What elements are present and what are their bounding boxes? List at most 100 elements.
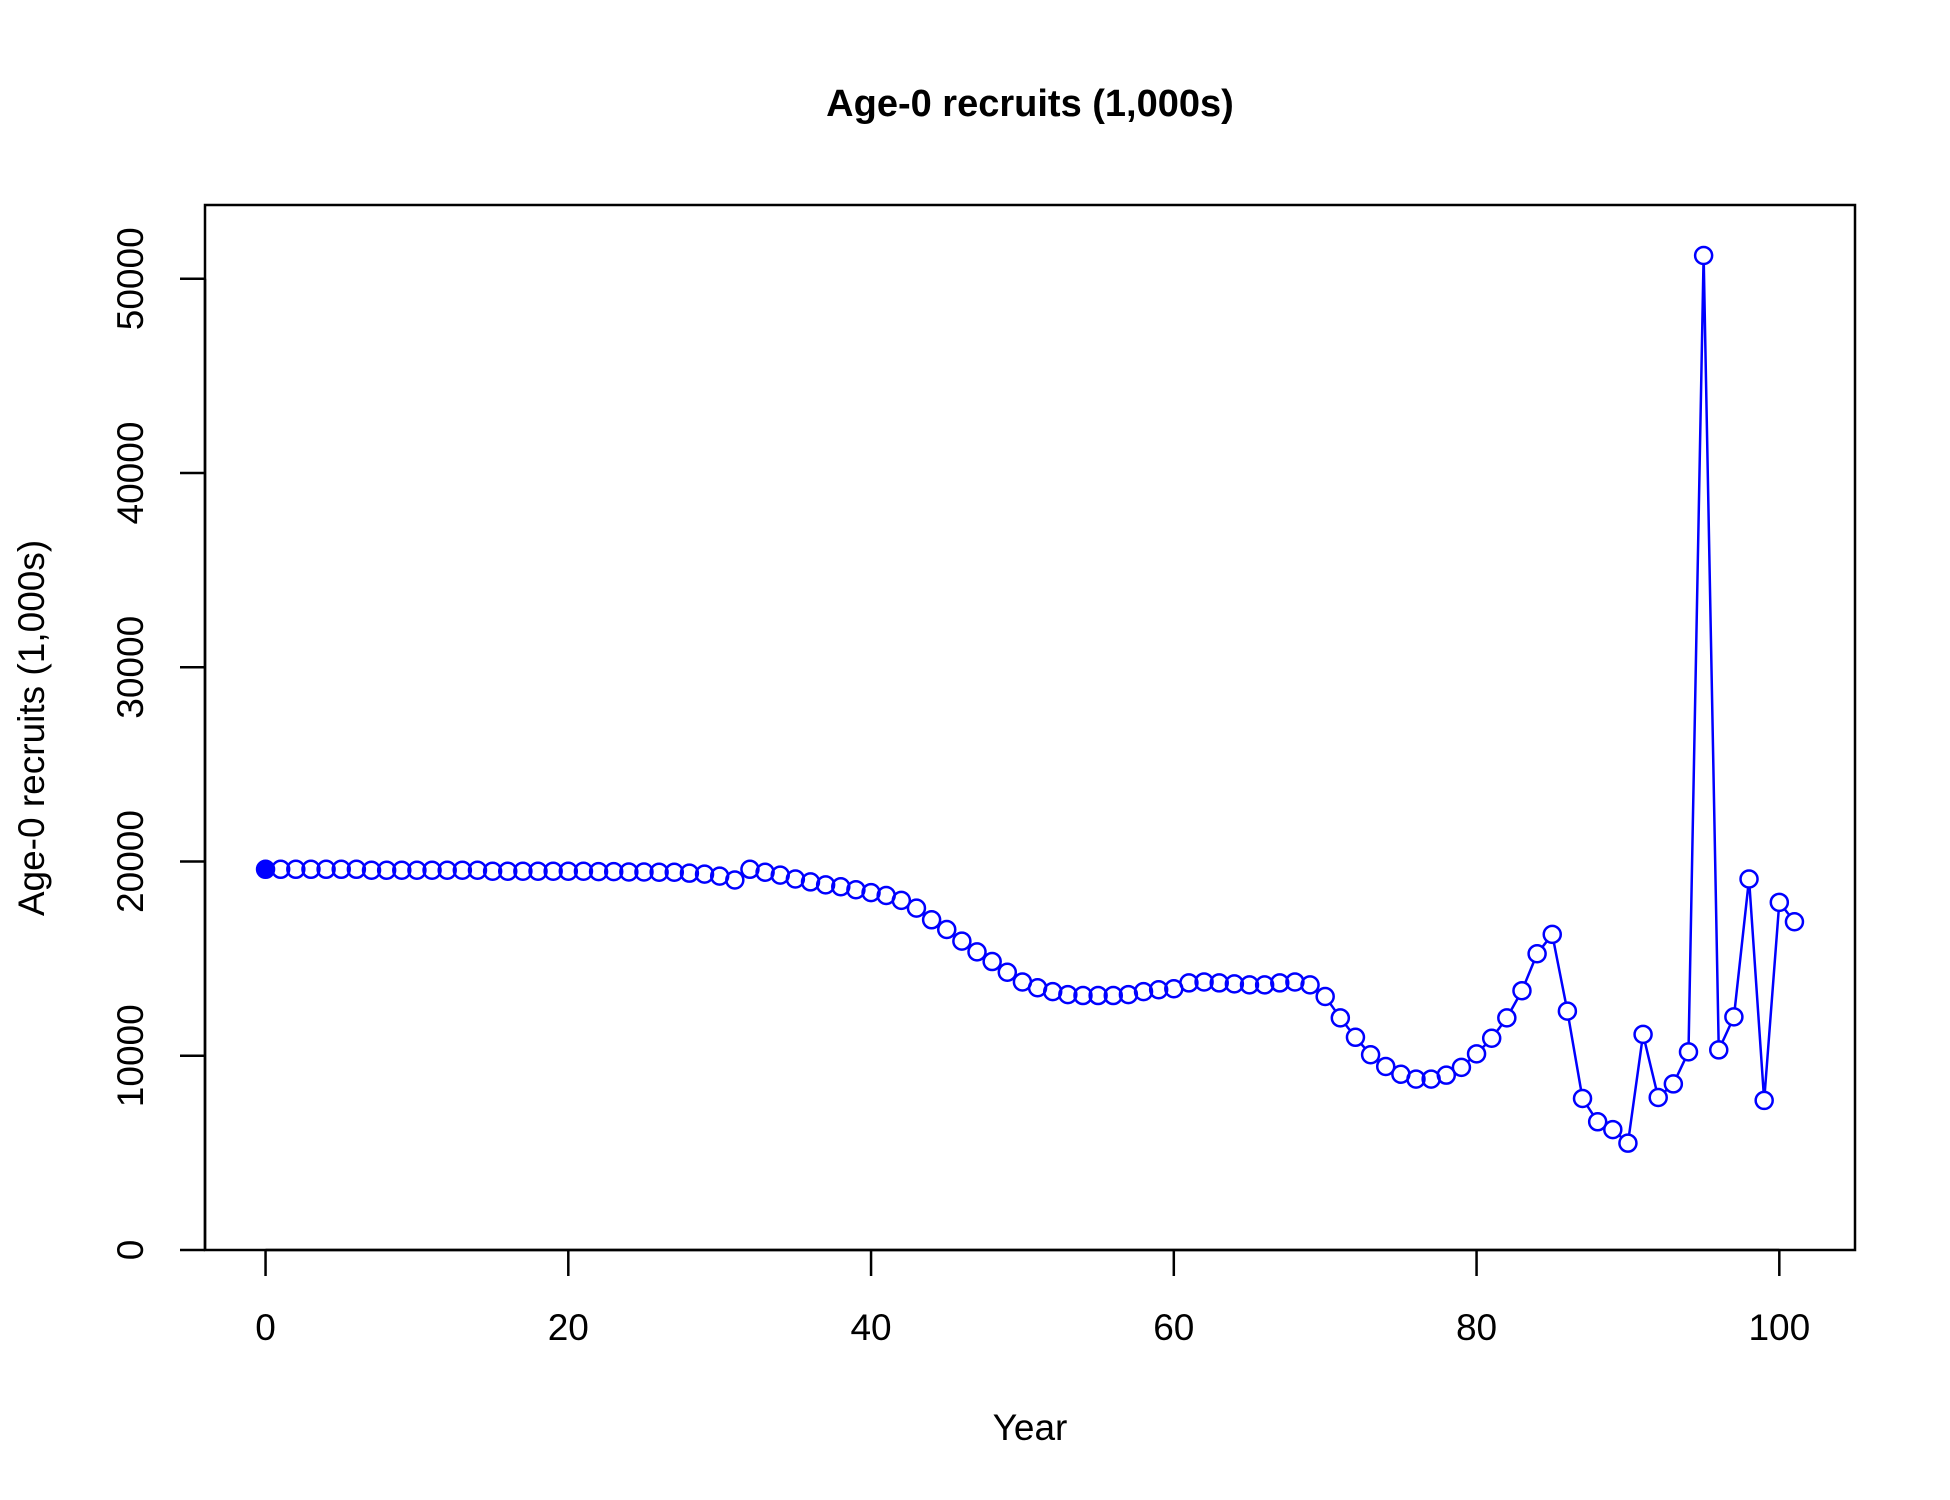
data-point <box>1042 981 1063 1002</box>
data-point <box>1194 972 1214 992</box>
data-point <box>528 861 548 881</box>
data-point <box>725 870 745 890</box>
data-point <box>1103 985 1124 1006</box>
data-point <box>558 861 579 881</box>
y-axis: 0 10000 20000 30000 40000 50000 <box>110 227 207 1260</box>
data-point <box>1360 1045 1381 1065</box>
data-point <box>649 862 669 882</box>
data-point <box>1784 911 1805 932</box>
data-point <box>1709 1040 1729 1060</box>
series-layer <box>255 245 1805 1153</box>
y-tick-label: 50000 <box>110 227 151 330</box>
x-tick-label: 100 <box>1748 1307 1810 1348</box>
x-tick-label: 80 <box>1456 1307 1497 1348</box>
data-point <box>1466 1044 1487 1064</box>
data-point <box>952 931 972 951</box>
data-point <box>1557 1001 1578 1021</box>
data-point <box>1239 975 1260 995</box>
data-point <box>376 860 397 881</box>
data-point <box>1572 1088 1593 1109</box>
data-point <box>1345 1027 1366 1048</box>
data-point <box>1754 1090 1774 1111</box>
data-point <box>1497 1008 1517 1028</box>
data-point <box>482 861 503 881</box>
data-point <box>785 869 806 889</box>
data-point <box>588 861 609 882</box>
data-point <box>1618 1133 1638 1153</box>
data-point <box>861 882 881 903</box>
data-point <box>1254 975 1275 995</box>
data-point <box>331 859 351 880</box>
y-tick-label: 20000 <box>110 810 151 913</box>
data-point <box>664 862 685 882</box>
data-point <box>255 859 276 880</box>
x-tick-label: 0 <box>255 1307 276 1348</box>
data-point <box>1224 974 1245 994</box>
data-point <box>392 860 412 881</box>
data-point <box>1270 973 1290 993</box>
data-point <box>1678 1042 1699 1062</box>
data-point <box>513 861 533 881</box>
data-point <box>982 951 1002 972</box>
series-line <box>741 263 1791 1139</box>
data-point <box>1406 1069 1426 1089</box>
data-point <box>407 860 427 881</box>
data-point <box>270 859 291 880</box>
data-point <box>997 962 1018 982</box>
data-point <box>755 862 775 882</box>
data-point <box>906 898 927 918</box>
data-point <box>967 942 987 962</box>
data-point <box>1118 984 1139 1005</box>
data-point <box>437 860 457 881</box>
data-point <box>1587 1112 1608 1132</box>
data-point <box>1603 1119 1623 1140</box>
data-point <box>831 877 851 897</box>
data-point <box>936 919 957 940</box>
data-point <box>1315 986 1335 1007</box>
data-point <box>1330 1008 1351 1028</box>
data-point <box>1088 985 1108 1006</box>
data-point <box>286 859 306 880</box>
data-point <box>573 861 594 881</box>
data-point <box>1300 975 1320 995</box>
plot-frame <box>203 203 1857 1252</box>
data-point <box>1633 1024 1653 1045</box>
data-point <box>1481 1028 1502 1049</box>
data-point <box>634 862 654 882</box>
data-point <box>1739 869 1759 889</box>
data-point <box>1648 1087 1668 1108</box>
x-axis: 0 20 40 60 80 100 <box>255 1248 1810 1348</box>
data-point <box>301 859 321 880</box>
data-point <box>1179 973 1199 993</box>
data-point <box>361 860 382 881</box>
y-axis-label: Age-0 recruits (1,000s) <box>11 540 52 916</box>
data-point <box>422 860 442 881</box>
x-tick-label: 60 <box>1153 1307 1194 1348</box>
data-point <box>316 859 336 880</box>
x-tick-label: 40 <box>850 1307 891 1348</box>
data-point <box>1285 972 1305 992</box>
data-point <box>1451 1057 1472 1078</box>
y-tick-label: 30000 <box>110 616 151 719</box>
data-point <box>1073 985 1093 1006</box>
data-point <box>1663 1074 1684 1094</box>
data-point <box>1527 944 1547 964</box>
x-tick-label: 20 <box>548 1307 589 1348</box>
data-point <box>1512 980 1532 1001</box>
data-point <box>740 859 760 880</box>
data-point <box>452 860 473 881</box>
data-point <box>815 875 836 895</box>
data-point <box>1058 984 1078 1005</box>
y-tick-label: 10000 <box>110 1004 151 1107</box>
y-tick-label: 40000 <box>110 422 151 525</box>
data-point <box>1133 981 1154 1002</box>
data-point <box>346 859 367 880</box>
chart-title: Age-0 recruits (1,000s) <box>826 83 1234 125</box>
data-point <box>921 910 942 930</box>
data-point <box>619 862 639 882</box>
data-point <box>1375 1056 1396 1077</box>
data-point <box>1769 892 1790 913</box>
data-point <box>467 860 488 881</box>
data-point <box>603 861 624 882</box>
